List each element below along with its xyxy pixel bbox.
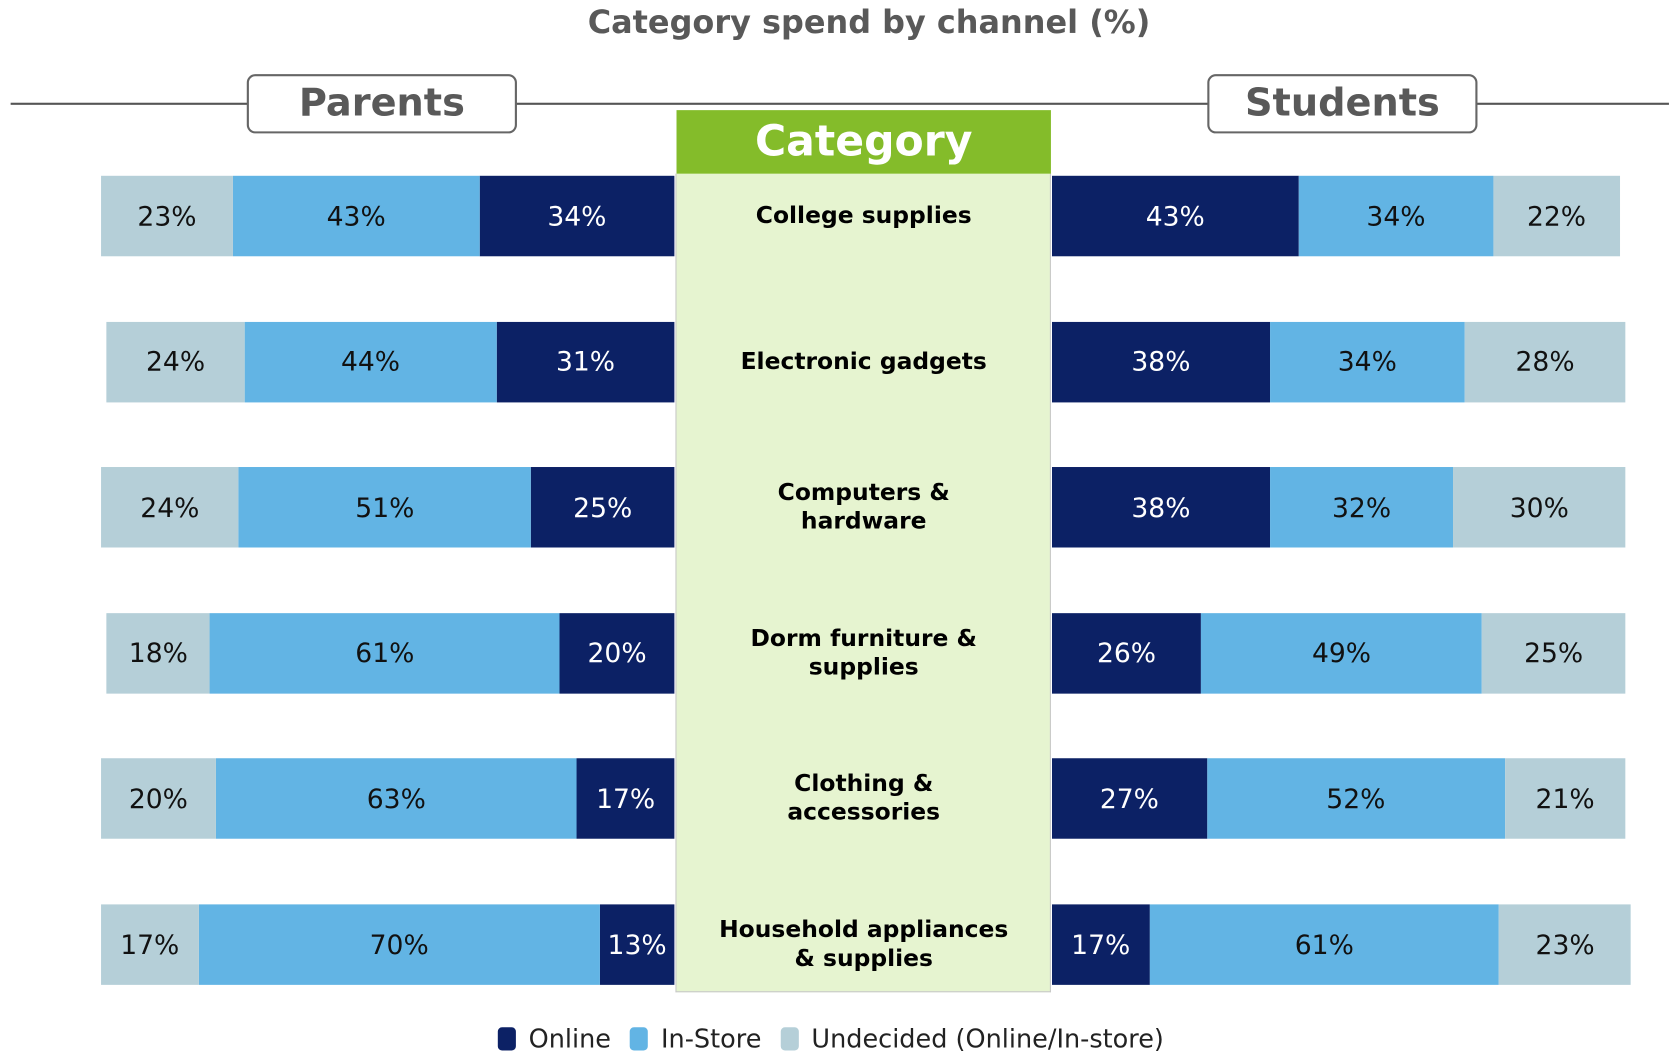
- chart-title: Category spend by channel (%): [587, 4, 1151, 42]
- value-label: 43%: [1145, 200, 1205, 232]
- bar-segment: 24%: [106, 321, 245, 402]
- bar-segment: 32%: [1269, 467, 1454, 548]
- value-label: 17%: [596, 783, 656, 815]
- legend: Online In-Store Undecided (Online/In-store…: [497, 1023, 1183, 1055]
- bar-segment: 28%: [1464, 321, 1626, 402]
- category-label: Computers & hardware: [777, 479, 950, 535]
- category-label: Dorm furniture & supplies: [750, 625, 977, 681]
- value-label: 23%: [137, 200, 197, 232]
- value-label: 20%: [587, 637, 647, 669]
- bar-segment: 27%: [1051, 758, 1207, 840]
- legend-swatch: [497, 1027, 516, 1051]
- value-label: 43%: [326, 200, 386, 232]
- value-label: 17%: [120, 929, 180, 960]
- value-label: 63%: [366, 783, 426, 815]
- bar-segment: 38%: [1051, 321, 1270, 402]
- bar-segment: 31%: [496, 321, 675, 402]
- bar-segment: 26%: [1051, 612, 1202, 694]
- value-label: 25%: [573, 492, 633, 523]
- bar-segment: 43%: [232, 175, 480, 257]
- legend-swatch: [780, 1027, 799, 1051]
- bar-segment: 18%: [106, 612, 210, 694]
- bar-segment: 17%: [101, 904, 199, 985]
- bar-segment: 34%: [1269, 321, 1465, 402]
- bar-segment: 13%: [599, 904, 675, 985]
- value-label: 49%: [1311, 637, 1372, 669]
- bar-segment: 25%: [531, 467, 675, 548]
- value-label: 25%: [1524, 637, 1584, 669]
- panel-header: Parents: [246, 74, 517, 134]
- category-column: [675, 173, 1051, 993]
- bar-segment: 23%: [1499, 904, 1632, 985]
- header-rule: [10, 102, 1669, 105]
- bar-segment: 20%: [559, 612, 675, 694]
- panel-header: Students: [1207, 74, 1478, 134]
- bar-segment: 20%: [101, 758, 216, 840]
- value-label: 23%: [1535, 929, 1595, 960]
- bar-segment: 51%: [238, 467, 532, 548]
- value-label: 61%: [1294, 929, 1354, 960]
- category-label: Clothing & accessories: [787, 771, 941, 827]
- value-label: 34%: [1366, 200, 1426, 232]
- category-label: College supplies: [755, 202, 972, 230]
- value-label: 34%: [547, 200, 607, 232]
- value-label: 31%: [555, 346, 616, 378]
- bar-segment: 70%: [198, 904, 600, 985]
- bar-segment: 63%: [215, 758, 577, 840]
- value-label: 70%: [369, 929, 429, 960]
- bar-segment: 49%: [1201, 612, 1482, 694]
- bar-segment: 43%: [1051, 175, 1299, 257]
- value-label: 13%: [607, 929, 667, 960]
- bar-segment: 44%: [244, 321, 497, 402]
- value-label: 24%: [140, 492, 200, 523]
- legend-label: In-Store: [661, 1024, 762, 1054]
- legend-swatch: [630, 1027, 649, 1051]
- value-label: 52%: [1326, 783, 1386, 815]
- legend-item: In-Store: [630, 1024, 761, 1054]
- value-label: 32%: [1332, 492, 1392, 523]
- bar-segment: 24%: [101, 467, 239, 548]
- value-label: 38%: [1131, 346, 1191, 378]
- bar-segment: 21%: [1504, 758, 1626, 840]
- value-label: 27%: [1099, 783, 1159, 815]
- bar-segment: 17%: [576, 758, 675, 840]
- value-label: 34%: [1337, 346, 1397, 378]
- legend-item: Undecided (Online/In-store): [780, 1024, 1164, 1054]
- value-label: 17%: [1071, 929, 1131, 960]
- legend-label: Undecided (Online/In-store): [811, 1024, 1164, 1054]
- value-label: 20%: [128, 783, 188, 815]
- bar-segment: 38%: [1051, 467, 1270, 548]
- bar-segment: 61%: [209, 612, 560, 694]
- bar-segment: 34%: [1298, 175, 1494, 257]
- value-label: 61%: [355, 637, 415, 669]
- value-label: 51%: [355, 492, 415, 523]
- value-label: 24%: [146, 346, 206, 378]
- bar-segment: 25%: [1482, 612, 1626, 694]
- value-label: 28%: [1515, 346, 1575, 378]
- value-label: 38%: [1131, 492, 1191, 523]
- legend-label: Online: [528, 1024, 612, 1054]
- value-label: 30%: [1509, 492, 1569, 523]
- bar-segment: 30%: [1453, 467, 1626, 548]
- bar-segment: 52%: [1206, 758, 1505, 840]
- bar-segment: 17%: [1051, 904, 1150, 985]
- category-header: Category: [676, 110, 1051, 174]
- category-label: Electronic gadgets: [740, 348, 987, 375]
- legend-item: Online: [497, 1024, 612, 1054]
- bar-segment: 61%: [1149, 904, 1500, 985]
- value-label: 26%: [1096, 637, 1157, 669]
- value-label: 22%: [1526, 200, 1587, 232]
- category-label: Household appliances & supplies: [719, 917, 1009, 973]
- bar-segment: 23%: [101, 175, 233, 257]
- value-label: 18%: [128, 637, 188, 669]
- bar-segment: 22%: [1493, 175, 1620, 257]
- bar-segment: 34%: [479, 175, 675, 257]
- value-label: 21%: [1535, 783, 1595, 815]
- value-label: 44%: [340, 346, 401, 378]
